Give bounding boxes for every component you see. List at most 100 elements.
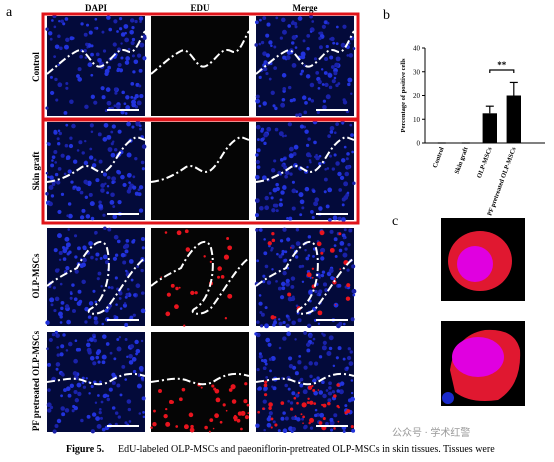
nucleus: [129, 29, 134, 35]
nucleus: [287, 122, 292, 127]
y-tick-label: 30: [413, 68, 421, 76]
nucleus: [300, 54, 306, 60]
nucleus: [90, 130, 94, 134]
nucleus: [350, 133, 354, 138]
nucleus: [341, 233, 346, 238]
nucleus: [321, 270, 326, 274]
nucleus: [270, 356, 276, 362]
edu-signal: [164, 231, 168, 234]
nucleus: [98, 408, 102, 411]
nucleus: [62, 248, 68, 254]
nucleus: [291, 416, 295, 421]
nucleus: [303, 110, 308, 115]
nucleus: [124, 249, 129, 254]
nucleus: [291, 188, 297, 194]
nucleus: [273, 45, 277, 49]
nucleus: [123, 24, 129, 29]
nucleus: [283, 165, 288, 170]
nucleus: [309, 154, 312, 158]
row-label: PF pretreated OLP-MSCs: [31, 330, 41, 431]
nucleus: [323, 177, 328, 182]
nucleus: [69, 36, 74, 41]
edu-signal: [227, 293, 233, 299]
nucleus: [288, 216, 293, 221]
nucleus: [77, 77, 83, 82]
nucleus: [52, 286, 56, 290]
nucleus: [131, 239, 135, 244]
edu-signal: [334, 303, 337, 306]
nucleus: [92, 361, 97, 366]
nucleus: [107, 303, 113, 308]
nucleus: [94, 17, 98, 21]
nucleus: [93, 338, 97, 343]
nucleus: [102, 213, 106, 217]
nucleus: [275, 186, 280, 192]
edu-signal: [317, 389, 320, 391]
nucleus: [65, 349, 69, 352]
nucleus: [50, 163, 55, 168]
nucleus: [289, 172, 293, 176]
nucleus: [114, 411, 119, 415]
nucleus: [335, 356, 339, 360]
nucleus: [108, 106, 111, 110]
edu-signal: [231, 399, 237, 404]
edu-signal: [297, 391, 300, 394]
y-tick-label: 10: [413, 116, 421, 124]
micrograph: [45, 226, 146, 327]
nucleus: [48, 337, 53, 343]
nucleus: [293, 21, 298, 26]
nucleus: [114, 315, 119, 320]
nucleus: [299, 72, 303, 76]
nucleus: [329, 417, 334, 422]
nucleus: [335, 25, 339, 29]
nucleus: [341, 203, 345, 207]
nucleus: [73, 234, 78, 238]
nucleus: [325, 389, 329, 392]
nucleus: [53, 25, 57, 29]
nucleus: [102, 334, 107, 339]
nucleus: [345, 157, 349, 161]
nucleus: [280, 416, 285, 421]
nucleus: [45, 192, 49, 196]
nucleus: [344, 404, 348, 408]
nucleus: [254, 198, 260, 203]
nucleus: [126, 189, 132, 194]
edu-signal: [236, 418, 241, 423]
nucleus: [125, 105, 131, 110]
nucleus: [83, 32, 88, 37]
nucleus: [76, 186, 81, 192]
nucleus: [106, 175, 111, 180]
nucleus: [58, 311, 63, 317]
nucleus: [101, 30, 105, 34]
nucleus: [262, 66, 268, 72]
edu-signal: [306, 401, 310, 405]
nucleus: [65, 81, 69, 86]
nucleus: [119, 307, 123, 310]
nucleus: [123, 243, 129, 249]
nucleus: [100, 285, 103, 288]
nucleus: [321, 380, 325, 385]
nucleus: [340, 42, 346, 48]
nucleus: [344, 171, 350, 177]
nucleus: [120, 56, 124, 60]
nucleus: [102, 137, 108, 142]
nucleus: [138, 185, 144, 190]
nucleus: [142, 415, 146, 419]
nucleus: [84, 139, 87, 143]
nucleus: [285, 323, 290, 328]
edu-signal: [153, 409, 156, 413]
edu-signal: [345, 296, 351, 301]
nucleus: [342, 24, 347, 29]
nucleus: [333, 413, 338, 418]
edu-signal: [240, 427, 243, 431]
nucleus: [116, 169, 121, 174]
nucleus: [51, 159, 54, 162]
nucleus: [81, 262, 86, 268]
edu-signal: [262, 407, 265, 411]
nucleus: [258, 352, 262, 356]
nucleus: [64, 236, 70, 242]
nucleus: [303, 64, 306, 67]
nucleus: [346, 165, 351, 170]
nucleus: [272, 420, 276, 424]
nucleus: [134, 191, 139, 196]
